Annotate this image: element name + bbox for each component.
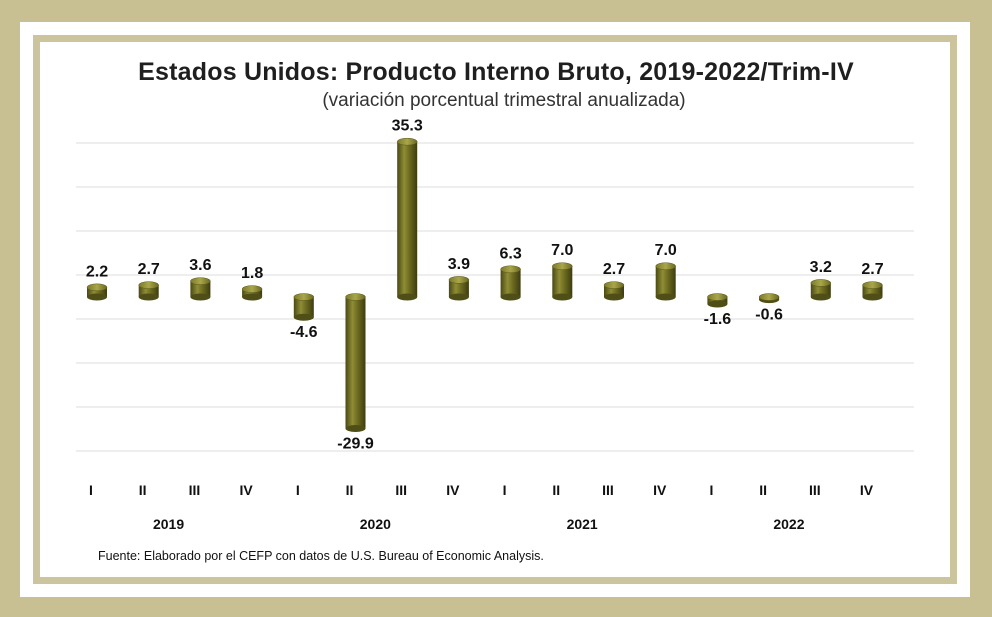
bar-1 xyxy=(86,283,108,301)
bar-4 xyxy=(241,285,263,301)
data-label: -1.6 xyxy=(704,311,732,328)
bar-12 xyxy=(655,262,676,301)
x-tick-label: IV xyxy=(239,482,253,498)
x-tick-label: II xyxy=(552,482,560,498)
x-tick-label: IV xyxy=(446,482,460,498)
data-label: 35.3 xyxy=(392,118,423,135)
x-tick-label: II xyxy=(759,482,767,498)
bar-15 xyxy=(810,279,832,301)
source-note: Fuente: Elaborado por el CEFP con datos … xyxy=(98,549,544,563)
data-label: 6.3 xyxy=(499,245,521,262)
year-label: 2021 xyxy=(567,516,598,532)
x-tick-label: II xyxy=(346,482,354,498)
data-label: -4.6 xyxy=(290,324,318,341)
bar-11 xyxy=(603,281,625,301)
data-label: 3.6 xyxy=(189,257,211,274)
data-label: 2.7 xyxy=(861,261,883,278)
bar-2 xyxy=(138,281,159,301)
data-label: 3.2 xyxy=(810,259,832,276)
data-labels: 2.2 2.7 3.6 1.8 -4.6 -29.9 35.3 3.9 6.3 7.0 2.7 7.0… xyxy=(86,118,884,453)
x-tick-label: III xyxy=(395,482,407,498)
x-tick-label: I xyxy=(709,482,713,498)
year-label: 2022 xyxy=(773,516,804,532)
bar-3 xyxy=(190,277,211,301)
year-label: 2019 xyxy=(153,516,184,532)
year-labels: 2019 2020 2021 2022 xyxy=(153,516,805,532)
chart-panel xyxy=(40,42,950,577)
bar-5 xyxy=(293,293,315,321)
bar-8 xyxy=(448,276,470,301)
data-label: 2.7 xyxy=(603,261,625,278)
data-label: 1.8 xyxy=(241,265,263,282)
x-tick-label: III xyxy=(809,482,821,498)
bar-13 xyxy=(707,293,728,308)
data-label: 2.7 xyxy=(138,261,160,278)
data-label: 7.0 xyxy=(551,242,573,259)
bar-10 xyxy=(552,262,573,301)
x-tick-labels: I II III IV I II III IV I II III IV I II III IV xyxy=(89,482,874,498)
x-tick-label: III xyxy=(602,482,614,498)
bar-9 xyxy=(500,265,521,301)
data-label: -0.6 xyxy=(755,307,783,324)
data-label: -29.9 xyxy=(337,436,374,453)
x-tick-label: III xyxy=(189,482,201,498)
chart-subtitle: (variación porcentual trimestral anualiz… xyxy=(322,90,686,111)
data-label: 3.9 xyxy=(448,256,470,273)
data-label: 2.2 xyxy=(86,263,108,280)
x-tick-label: II xyxy=(139,482,147,498)
bar-7 xyxy=(396,137,418,301)
year-label: 2020 xyxy=(360,516,391,532)
gridlines xyxy=(76,142,914,452)
x-tick-label: I xyxy=(296,482,300,498)
x-tick-label: IV xyxy=(653,482,667,498)
x-tick-label: I xyxy=(503,482,507,498)
data-label: 7.0 xyxy=(655,242,677,259)
bar-6 xyxy=(345,293,366,433)
bar-16 xyxy=(862,281,883,301)
bar-14 xyxy=(758,293,780,304)
x-tick-label: I xyxy=(89,482,93,498)
x-tick-label: IV xyxy=(860,482,874,498)
bars xyxy=(86,137,883,433)
chart-title: Estados Unidos: Producto Interno Bruto, … xyxy=(138,58,854,86)
